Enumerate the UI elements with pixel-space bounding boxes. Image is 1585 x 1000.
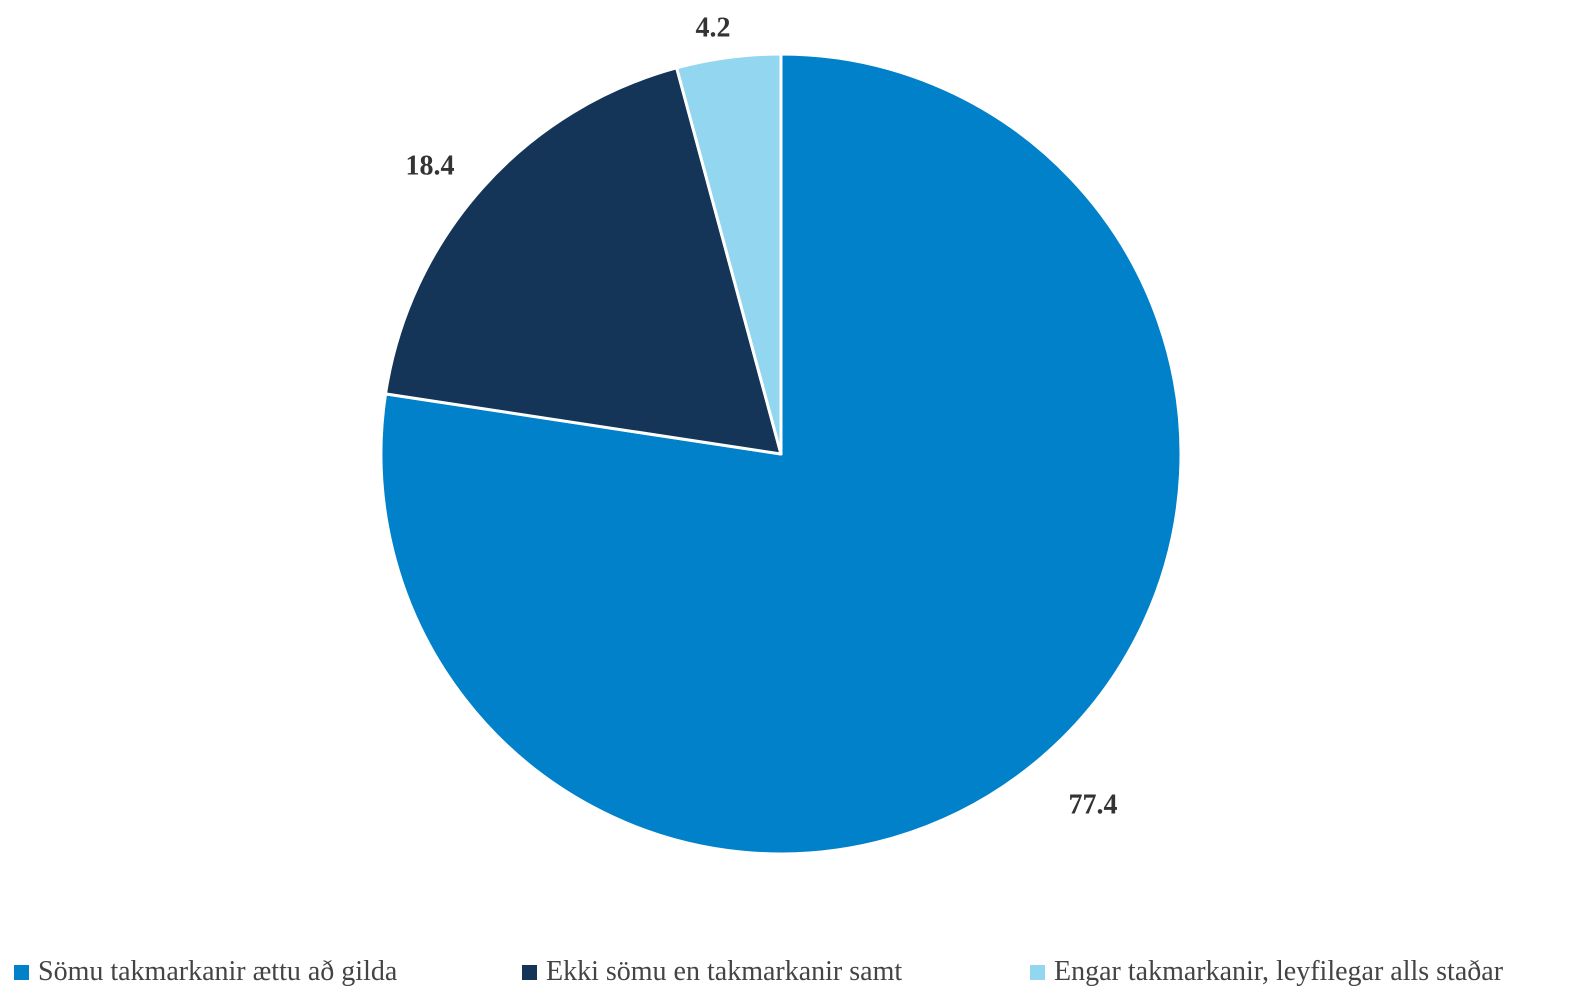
legend-label-no-restrictions: Engar takmarkanir, leyfilegar alls staða…: [1054, 956, 1504, 987]
slice-not-same-but-restricted: [384, 66, 783, 456]
data-label-no-restrictions: 4.2: [696, 12, 731, 43]
data-label-same-restrictions: 77.4: [1069, 789, 1118, 820]
slice-no-restrictions: [675, 52, 783, 456]
legend-swatch-same-restrictions: [14, 964, 29, 980]
legend-item-no-restrictions: Engar takmarkanir, leyfilegar alls staða…: [1030, 952, 1503, 992]
data-label-not-same-but-restricted: 18.4: [406, 150, 455, 181]
legend-item-not-same-but-restricted: Ekki sömu en takmarkanir samt: [522, 952, 902, 992]
pie-chart-svg: 77.4 18.4 4.2: [379, 12, 1183, 856]
legend: Sömu takmarkanir ættu að gilda Ekki sömu…: [0, 952, 1585, 992]
legend-label-same-restrictions: Sömu takmarkanir ættu að gilda: [38, 956, 398, 987]
legend-swatch-not-same-but-restricted: [522, 964, 537, 980]
legend-label-not-same-but-restricted: Ekki sömu en takmarkanir samt: [546, 956, 903, 987]
legend-item-same-restrictions: Sömu takmarkanir ættu að gilda: [14, 952, 397, 992]
legend-swatch-no-restrictions: [1030, 964, 1045, 980]
